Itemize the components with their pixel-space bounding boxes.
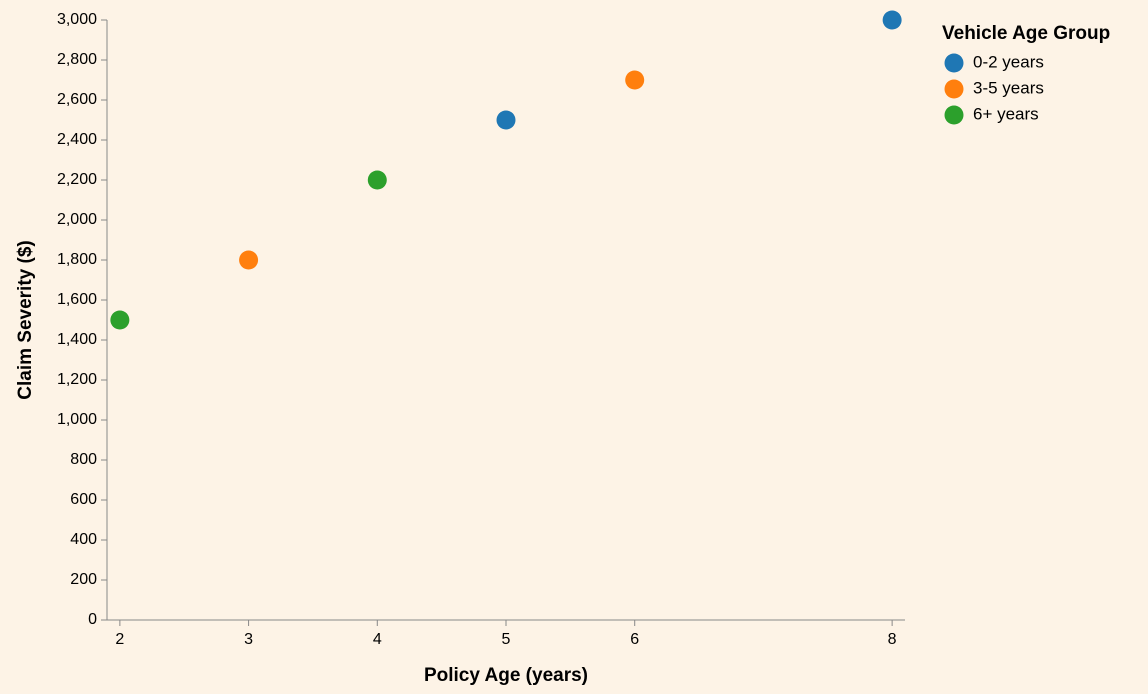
y-tick-label: 2,000 — [57, 211, 97, 228]
x-tick-label: 3 — [244, 631, 253, 648]
data-points — [110, 10, 902, 330]
x-tick-label: 2 — [115, 631, 124, 648]
y-tick-label: 2,800 — [57, 51, 97, 68]
x-tick-label: 4 — [373, 631, 382, 648]
y-tick-label: 1,000 — [57, 411, 97, 428]
y-tick-label: 2,200 — [57, 171, 97, 188]
x-tick-label: 6 — [630, 631, 639, 648]
y-tick-label: 800 — [70, 451, 97, 468]
legend-swatch — [944, 53, 964, 73]
y-axis: 0 200 400 600 800 1,000 1,200 1,400 1,600 1,800 2,… — [57, 11, 108, 628]
y-tick-label: 1,600 — [57, 291, 97, 308]
legend-swatch — [944, 105, 964, 125]
legend-title: Vehicle Age Group — [942, 23, 1110, 44]
y-tick-label: 1,800 — [57, 251, 97, 268]
x-tick-label: 5 — [502, 631, 511, 648]
data-point — [625, 70, 645, 90]
y-tick-label: 600 — [70, 491, 97, 508]
data-point — [882, 10, 902, 30]
y-tick-label: 2,400 — [57, 131, 97, 148]
data-point — [367, 170, 387, 190]
x-axis: 2 3 4 5 6 8 — [107, 619, 905, 648]
legend-entry-label: 3-5 years — [973, 78, 1044, 97]
data-point — [110, 310, 130, 330]
y-tick-label: 200 — [70, 571, 97, 588]
legend-entry-label: 0-2 years — [973, 52, 1044, 71]
y-tick-label: 1,400 — [57, 331, 97, 348]
legend-entry-label: 6+ years — [973, 104, 1039, 123]
legend-swatch — [944, 79, 964, 99]
x-axis-title: Policy Age (years) — [424, 665, 588, 686]
legend: Vehicle Age Group 0-2 years 3-5 years 6+ y… — [942, 23, 1110, 125]
y-tick-label: 2,600 — [57, 91, 97, 108]
data-point — [496, 110, 516, 130]
data-point — [239, 250, 259, 270]
y-tick-label: 0 — [88, 611, 97, 628]
y-axis-title: Claim Severity ($) — [15, 240, 36, 399]
y-tick-label: 400 — [70, 531, 97, 548]
y-tick-label: 3,000 — [57, 11, 97, 28]
x-tick-label: 8 — [888, 631, 897, 648]
y-tick-label: 1,200 — [57, 371, 97, 388]
